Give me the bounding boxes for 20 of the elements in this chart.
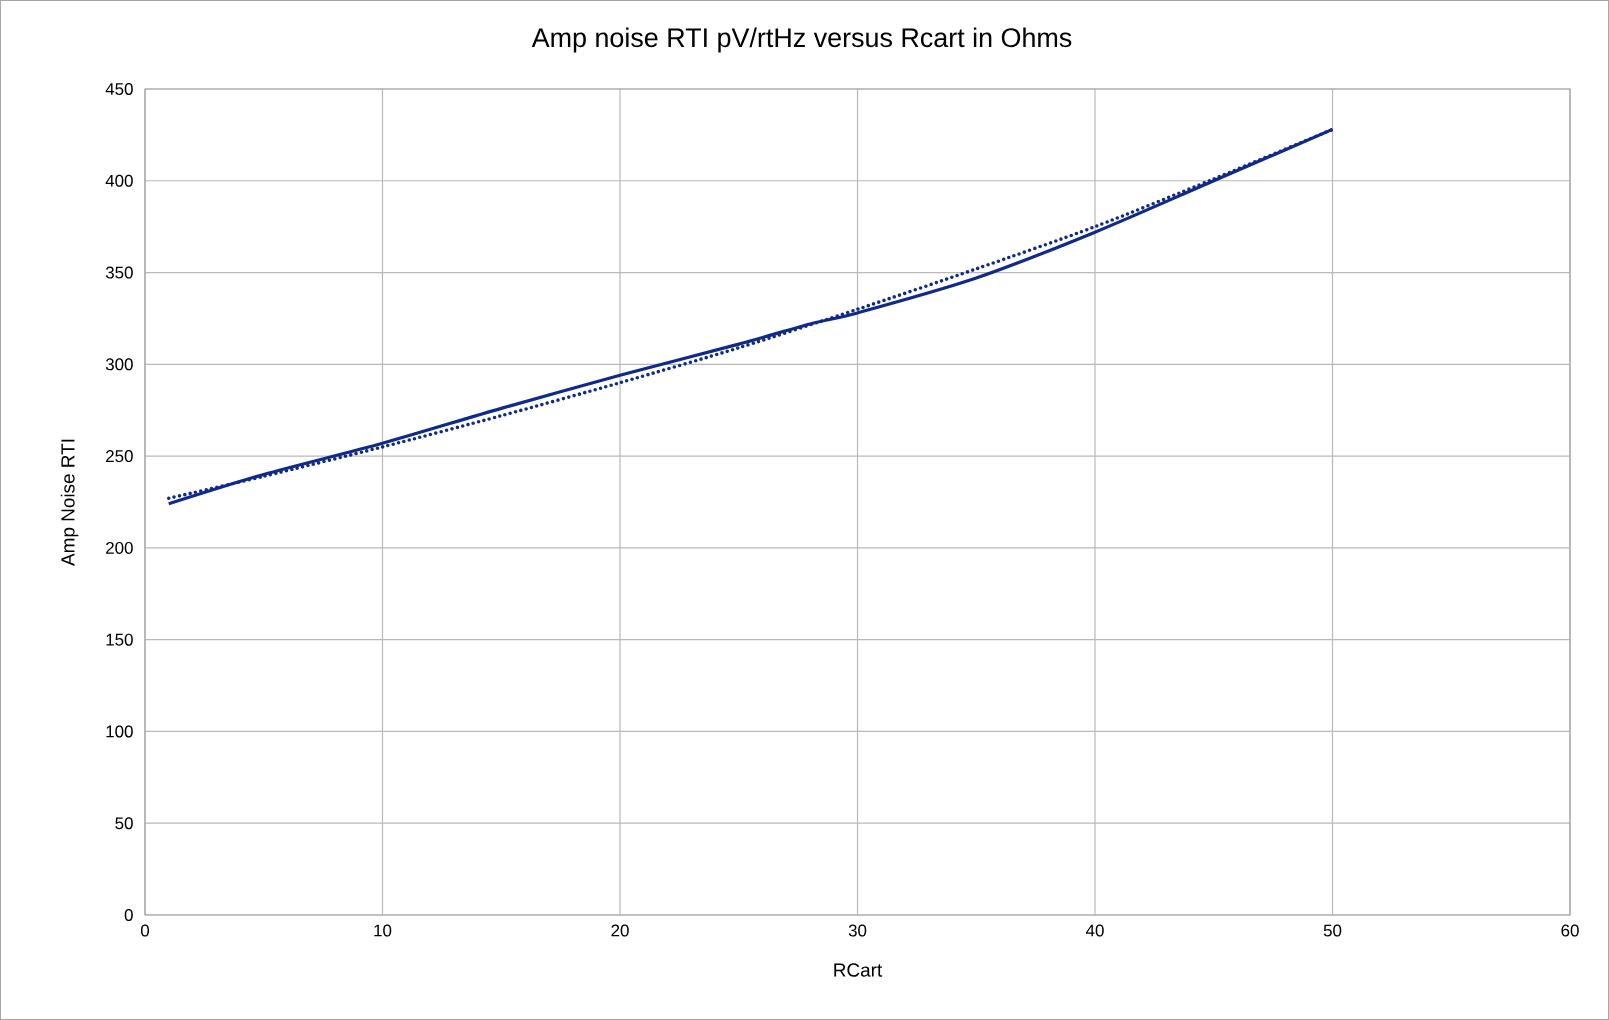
x-tick-label: 60 [1561, 924, 1579, 937]
y-tick-label: 450 [105, 82, 133, 95]
x-tick-label: 0 [140, 924, 150, 937]
y-tick-label: 400 [105, 174, 133, 187]
y-tick-label: 50 [115, 817, 133, 830]
x-tick-label: 10 [374, 924, 392, 937]
x-tick-label: 50 [1323, 924, 1342, 937]
y-tick-label: 200 [106, 541, 133, 554]
x-tick-label: 40 [1085, 924, 1104, 937]
y-tick-label: 350 [105, 266, 133, 279]
x-tick-label: 20 [611, 924, 629, 937]
y-tick-label: 250 [106, 450, 133, 463]
y-tick-label: 150 [106, 633, 133, 646]
y-tick-label: 100 [106, 725, 133, 738]
y-axis-title: Amp Noise RTI [60, 439, 79, 566]
x-tick-label: 30 [848, 924, 867, 937]
x-axis-title: RCart [834, 963, 883, 977]
y-tick-label: 0 [124, 909, 133, 921]
y-tick-label: 300 [105, 358, 133, 371]
chart-title: Amp noise RTI pV/rtHz versus Rcart in Ohms [531, 27, 1072, 53]
